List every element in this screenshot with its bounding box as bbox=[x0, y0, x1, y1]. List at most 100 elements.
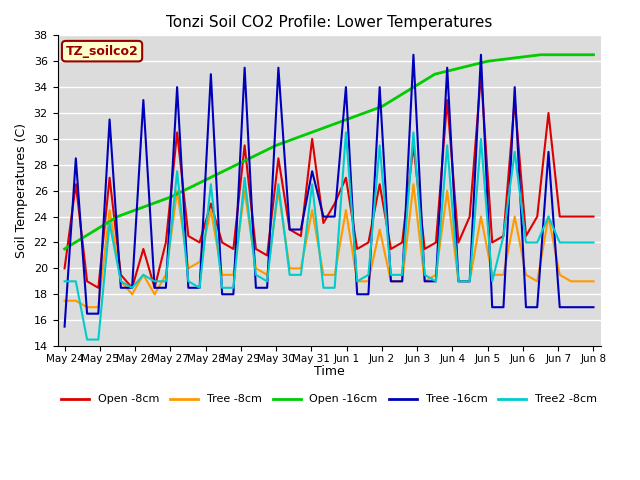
Tree -8cm bbox=[567, 278, 575, 284]
Y-axis label: Soil Temperatures (C): Soil Temperatures (C) bbox=[15, 123, 28, 258]
Tree -8cm bbox=[72, 298, 79, 304]
Tree2 -8cm bbox=[331, 285, 339, 291]
Tree2 -8cm bbox=[511, 149, 518, 155]
Tree -16cm bbox=[432, 278, 440, 284]
Open -8cm bbox=[95, 285, 102, 291]
Tree -16cm bbox=[488, 304, 496, 310]
Tree -8cm bbox=[556, 272, 564, 278]
Open -8cm bbox=[218, 240, 226, 245]
Open -8cm bbox=[252, 246, 260, 252]
Tree -16cm bbox=[454, 278, 462, 284]
Tree2 -8cm bbox=[398, 272, 406, 278]
Open -8cm bbox=[556, 214, 564, 219]
Open -8cm bbox=[500, 233, 508, 239]
Tree2 -8cm bbox=[275, 181, 282, 187]
Tree2 -8cm bbox=[151, 278, 159, 284]
Tree -8cm bbox=[230, 272, 237, 278]
Open -8cm bbox=[567, 214, 575, 219]
Open -8cm bbox=[263, 252, 271, 258]
Open -8cm bbox=[444, 97, 451, 103]
Tree2 -8cm bbox=[308, 181, 316, 187]
Tree -16cm bbox=[319, 214, 327, 219]
Tree2 -8cm bbox=[477, 136, 484, 142]
Open -8cm bbox=[319, 220, 327, 226]
Tree -8cm bbox=[297, 265, 305, 271]
Tree -8cm bbox=[432, 272, 440, 278]
Tree -8cm bbox=[140, 272, 147, 278]
Open -8cm bbox=[410, 143, 417, 148]
Tree -16cm bbox=[162, 285, 170, 291]
Tree -8cm bbox=[387, 278, 395, 284]
Text: TZ_soilco2: TZ_soilco2 bbox=[66, 45, 138, 58]
Tree -8cm bbox=[466, 278, 474, 284]
Line: Tree -16cm: Tree -16cm bbox=[65, 55, 593, 326]
Tree2 -8cm bbox=[162, 278, 170, 284]
Open -8cm bbox=[533, 214, 541, 219]
Tree -16cm bbox=[398, 278, 406, 284]
Open -8cm bbox=[106, 175, 113, 180]
Tree -8cm bbox=[275, 188, 282, 193]
Open -8cm bbox=[589, 214, 597, 219]
Tree2 -8cm bbox=[263, 278, 271, 284]
Tree -16cm bbox=[466, 278, 474, 284]
Open -8cm bbox=[196, 240, 204, 245]
Tree2 -8cm bbox=[466, 278, 474, 284]
Legend: Open -8cm, Tree -8cm, Open -16cm, Tree -16cm, Tree2 -8cm: Open -8cm, Tree -8cm, Open -16cm, Tree -… bbox=[56, 390, 602, 409]
Tree -16cm bbox=[556, 304, 564, 310]
Tree -16cm bbox=[365, 291, 372, 297]
Open -16cm bbox=[431, 72, 438, 77]
Tree -8cm bbox=[162, 272, 170, 278]
Tree -8cm bbox=[308, 207, 316, 213]
Open -8cm bbox=[308, 136, 316, 142]
Tree -8cm bbox=[545, 214, 552, 219]
Tree2 -8cm bbox=[579, 240, 586, 245]
Tree2 -8cm bbox=[230, 285, 237, 291]
Tree -16cm bbox=[140, 97, 147, 103]
Tree -8cm bbox=[421, 278, 429, 284]
Open -16cm bbox=[589, 52, 597, 58]
Tree2 -8cm bbox=[589, 240, 597, 245]
Tree -16cm bbox=[173, 84, 181, 90]
Open -16cm bbox=[166, 194, 174, 200]
Tree2 -8cm bbox=[444, 143, 451, 148]
Tree -8cm bbox=[410, 181, 417, 187]
Open -8cm bbox=[275, 156, 282, 161]
Tree2 -8cm bbox=[376, 143, 383, 148]
Open -8cm bbox=[72, 181, 79, 187]
Tree -16cm bbox=[421, 278, 429, 284]
Tree2 -8cm bbox=[421, 272, 429, 278]
Tree2 -8cm bbox=[353, 278, 361, 284]
Tree -16cm bbox=[331, 214, 339, 219]
Tree -16cm bbox=[376, 84, 383, 90]
Tree2 -8cm bbox=[173, 168, 181, 174]
Open -8cm bbox=[365, 240, 372, 245]
Open -8cm bbox=[207, 201, 214, 206]
Tree -16cm bbox=[230, 291, 237, 297]
Tree -16cm bbox=[533, 304, 541, 310]
Tree -8cm bbox=[376, 227, 383, 232]
Tree2 -8cm bbox=[432, 278, 440, 284]
Open -8cm bbox=[342, 175, 349, 180]
Tree -16cm bbox=[387, 278, 395, 284]
Tree2 -8cm bbox=[83, 336, 91, 342]
Tree -16cm bbox=[95, 311, 102, 316]
Tree -16cm bbox=[353, 291, 361, 297]
Open -8cm bbox=[477, 72, 484, 77]
Tree2 -8cm bbox=[522, 240, 530, 245]
Tree2 -8cm bbox=[61, 278, 68, 284]
Open -8cm bbox=[140, 246, 147, 252]
Open -16cm bbox=[61, 246, 68, 252]
Tree -16cm bbox=[567, 304, 575, 310]
Tree -16cm bbox=[477, 52, 484, 58]
Tree -16cm bbox=[545, 149, 552, 155]
Tree -16cm bbox=[72, 156, 79, 161]
Tree -16cm bbox=[83, 311, 91, 316]
Tree2 -8cm bbox=[488, 278, 496, 284]
Open -8cm bbox=[230, 246, 237, 252]
Open -8cm bbox=[579, 214, 586, 219]
Open -8cm bbox=[398, 240, 406, 245]
Tree -16cm bbox=[263, 285, 271, 291]
Open -16cm bbox=[378, 104, 386, 109]
Tree -16cm bbox=[308, 168, 316, 174]
Tree -16cm bbox=[241, 65, 248, 71]
